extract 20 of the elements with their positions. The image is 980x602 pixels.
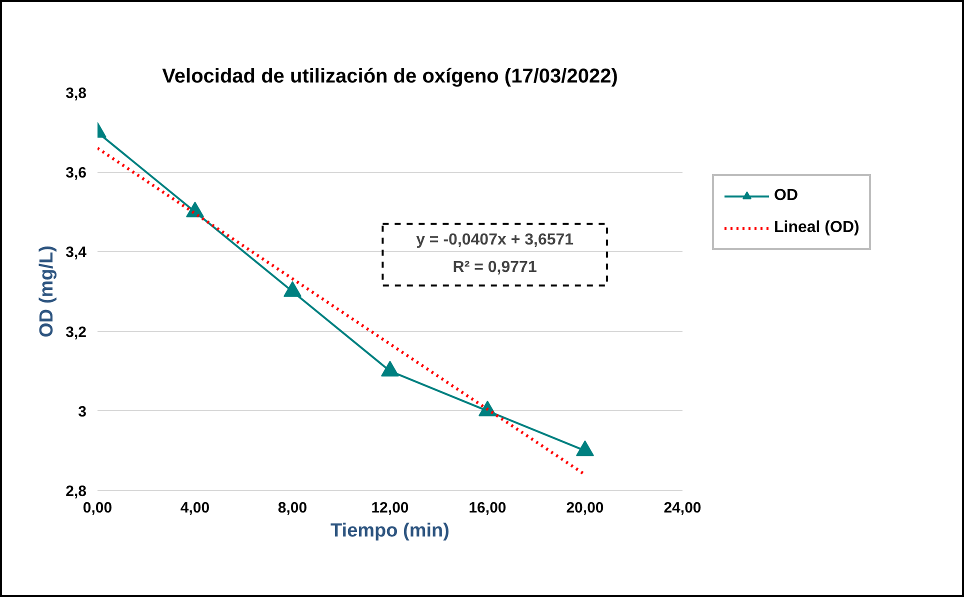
annotation: y = -0,0407x + 3,6571 <box>416 231 574 248</box>
y-tick-label: 3,4 <box>66 244 88 262</box>
y-axis-title: OD (mg/L) <box>36 246 58 338</box>
y-tick-label: 3,2 <box>66 324 87 341</box>
y-tick-label: 3 <box>78 403 86 420</box>
y-tick-label: 2,8 <box>66 483 87 500</box>
legend-label: OD <box>774 187 798 205</box>
x-tick-label: 8,00 <box>278 500 308 516</box>
x-tick-label: 24,00 <box>664 500 702 516</box>
x-tick-label: 16,00 <box>468 500 506 516</box>
legend-label: Lineal (OD) <box>774 219 860 237</box>
x-axis-title: Tiempo (min) <box>330 520 450 542</box>
x-tick-label: 20,00 <box>566 500 604 516</box>
x-tick-label: 4,00 <box>180 500 210 516</box>
annotation: R² = 0,9771 <box>452 259 537 276</box>
y-tick-label: 3,6 <box>66 164 87 182</box>
x-tick-label: 12,00 <box>371 500 409 516</box>
chart-title: Velocidad de utilización de oxígeno (17/03/2022) <box>162 66 618 88</box>
y-tick-label: 3,8 <box>66 85 87 102</box>
x-tick-label: 0,00 <box>82 500 112 516</box>
